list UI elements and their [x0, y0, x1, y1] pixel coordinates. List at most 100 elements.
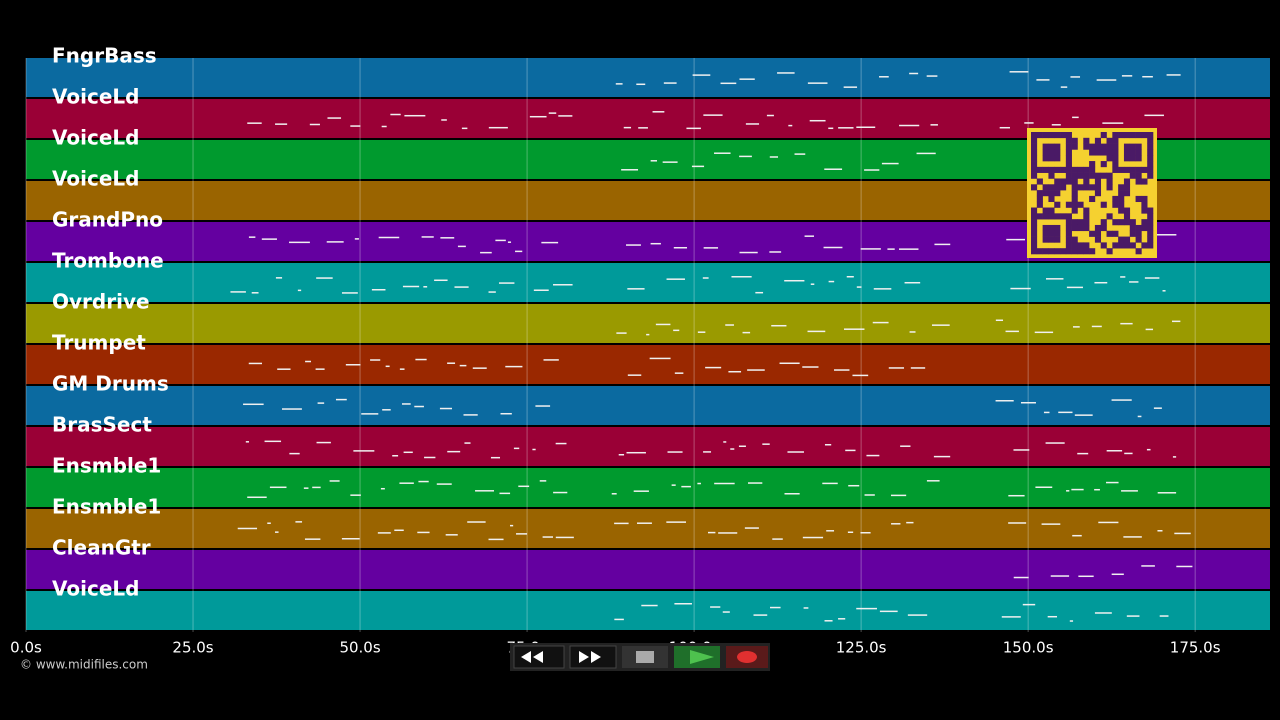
qr-cell [1083, 224, 1090, 232]
qr-cell [1083, 166, 1090, 173]
note [295, 521, 303, 523]
note [326, 241, 344, 243]
note [722, 611, 730, 613]
track-row [26, 468, 1270, 507]
note [745, 123, 760, 125]
track-row [26, 263, 1270, 302]
qr-cell [1054, 190, 1061, 197]
note [649, 357, 671, 360]
note [378, 236, 400, 239]
qr-cell [1065, 149, 1072, 156]
qr-cell [1036, 248, 1043, 255]
qr-cell [1077, 224, 1084, 232]
note [804, 235, 815, 237]
qr-cell [1065, 155, 1072, 162]
qr-cell [1106, 149, 1113, 156]
note [777, 72, 795, 74]
note [488, 291, 496, 293]
qr-cell [1031, 219, 1038, 226]
note [498, 282, 515, 284]
qr-cell [1042, 184, 1049, 191]
note [723, 441, 727, 443]
qr-cell [1141, 242, 1148, 249]
note [866, 454, 880, 457]
note [848, 484, 860, 487]
qr-cell [1135, 143, 1142, 150]
track-row [26, 591, 1270, 630]
qr-cell [1031, 149, 1038, 156]
note [864, 169, 880, 171]
qr-cell [1031, 132, 1038, 139]
note [1106, 450, 1123, 452]
qr-cell [1054, 224, 1061, 232]
qr-cell [1042, 207, 1049, 214]
qr-cell [1077, 219, 1084, 226]
qr-cell [1048, 213, 1055, 220]
note [856, 607, 877, 610]
note [371, 288, 386, 291]
qr-cell [1118, 166, 1125, 173]
qr-cell [1141, 178, 1148, 185]
note [671, 484, 676, 486]
qr-cell [1054, 166, 1061, 173]
qr-cell [1147, 161, 1154, 168]
qr-cell [1060, 248, 1067, 255]
qr-cell [1100, 242, 1107, 249]
track-name: Ensmble1 [52, 495, 161, 519]
note [350, 125, 361, 127]
track-row [26, 345, 1270, 384]
qr-cell [1077, 166, 1084, 173]
track-row [26, 304, 1270, 343]
note [390, 113, 401, 116]
qr-cell [1031, 230, 1038, 237]
note [341, 292, 358, 294]
play-button[interactable] [674, 646, 720, 668]
qr-cell [1031, 137, 1038, 144]
qr-cell [1071, 207, 1078, 214]
qr-cell [1089, 161, 1096, 168]
qr-cell [1094, 178, 1102, 185]
note [838, 618, 846, 620]
note [558, 115, 573, 117]
qr-cell [1031, 184, 1038, 191]
qr-cell [1135, 155, 1142, 162]
qr-cell [1077, 242, 1084, 249]
note [702, 277, 709, 279]
qr-cell [1071, 143, 1078, 150]
track-name: GM Drums [52, 372, 169, 396]
note [769, 156, 779, 158]
note [844, 328, 865, 330]
track-name: Trumpet [52, 331, 146, 355]
qr-cell [1089, 172, 1096, 179]
qr-cell [1071, 242, 1078, 249]
qr-cell [1094, 143, 1102, 150]
qr-cell [1135, 149, 1142, 156]
note [890, 494, 907, 497]
track-row [26, 386, 1270, 425]
record-button[interactable] [726, 646, 768, 668]
note [381, 125, 387, 128]
note [673, 329, 680, 332]
note [747, 369, 765, 371]
note [345, 364, 361, 366]
note [417, 531, 430, 534]
note [475, 490, 495, 492]
note [1111, 399, 1132, 401]
note [541, 241, 559, 244]
qr-cell [1135, 172, 1142, 179]
forward-button[interactable] [569, 645, 617, 669]
qr-cell [1123, 143, 1131, 150]
note [543, 359, 559, 361]
note [824, 443, 832, 446]
note [999, 126, 1010, 129]
qr-cell [1089, 149, 1096, 156]
qr-cell [1123, 213, 1131, 220]
note [934, 243, 951, 246]
note [708, 531, 716, 534]
qr-cell [1112, 143, 1119, 150]
stop-button[interactable] [622, 646, 668, 668]
rewind-button[interactable] [513, 645, 565, 669]
note [852, 374, 869, 377]
qr-cell [1100, 143, 1107, 150]
